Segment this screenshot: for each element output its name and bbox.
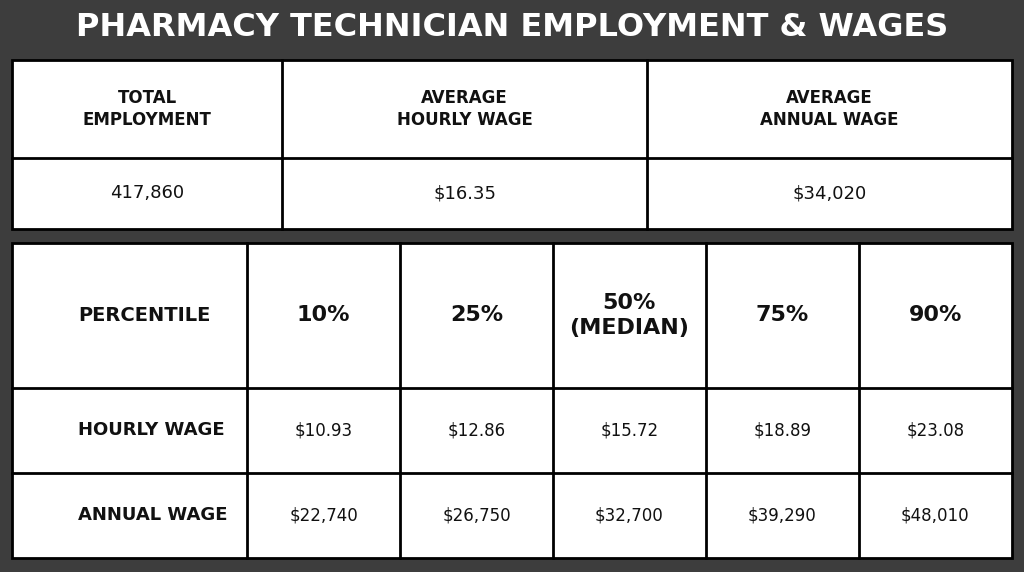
Text: $16.35: $16.35 bbox=[433, 184, 496, 202]
Text: $12.86: $12.86 bbox=[447, 422, 506, 439]
Text: $10.93: $10.93 bbox=[295, 422, 352, 439]
Text: $34,020: $34,020 bbox=[793, 184, 866, 202]
Text: 90%: 90% bbox=[908, 305, 962, 325]
Bar bbox=[12, 243, 1012, 558]
Text: AVERAGE
HOURLY WAGE: AVERAGE HOURLY WAGE bbox=[396, 89, 532, 129]
Bar bbox=[12, 60, 1012, 229]
Text: 75%: 75% bbox=[756, 305, 809, 325]
Text: 50%
(MEDIAN): 50% (MEDIAN) bbox=[569, 293, 689, 338]
Text: $32,700: $32,700 bbox=[595, 506, 664, 524]
Text: ANNUAL WAGE: ANNUAL WAGE bbox=[78, 506, 227, 524]
Text: $23.08: $23.08 bbox=[906, 422, 965, 439]
Text: $26,750: $26,750 bbox=[442, 506, 511, 524]
Text: AVERAGE
ANNUAL WAGE: AVERAGE ANNUAL WAGE bbox=[760, 89, 899, 129]
Text: 10%: 10% bbox=[297, 305, 350, 325]
Text: $15.72: $15.72 bbox=[600, 422, 658, 439]
Text: $39,290: $39,290 bbox=[748, 506, 817, 524]
Text: $18.89: $18.89 bbox=[754, 422, 811, 439]
Text: 417,860: 417,860 bbox=[111, 184, 184, 202]
Text: $22,740: $22,740 bbox=[289, 506, 358, 524]
Text: HOURLY WAGE: HOURLY WAGE bbox=[78, 422, 224, 439]
Text: $48,010: $48,010 bbox=[901, 506, 970, 524]
Text: 25%: 25% bbox=[450, 305, 503, 325]
Text: PERCENTILE: PERCENTILE bbox=[78, 306, 210, 325]
Text: PHARMACY TECHNICIAN EMPLOYMENT & WAGES: PHARMACY TECHNICIAN EMPLOYMENT & WAGES bbox=[76, 12, 948, 43]
Text: TOTAL
EMPLOYMENT: TOTAL EMPLOYMENT bbox=[83, 89, 212, 129]
